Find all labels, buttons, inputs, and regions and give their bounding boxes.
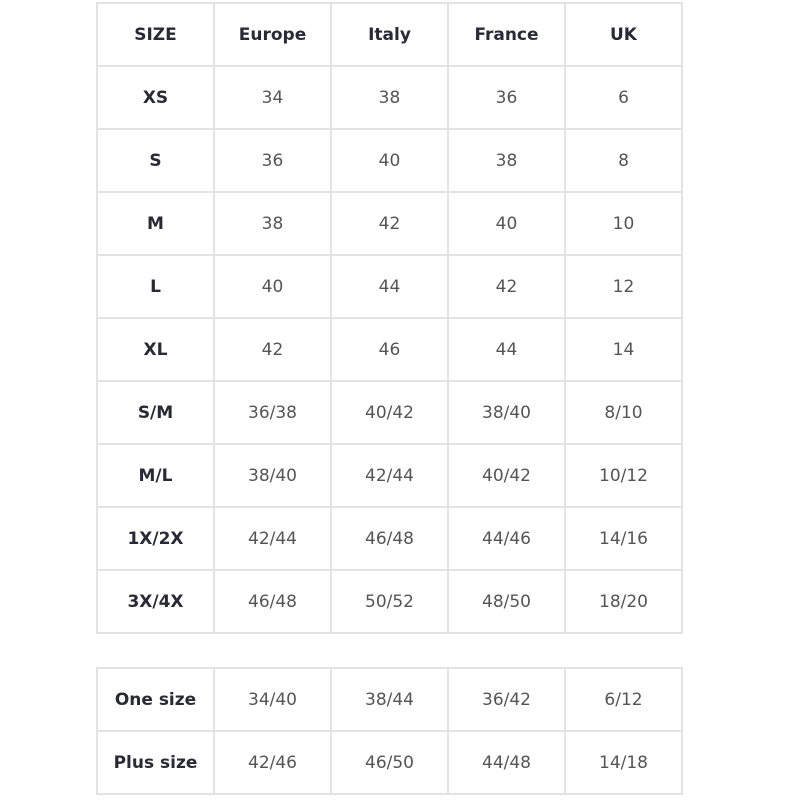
header-row: SIZE Europe Italy France UK: [96, 2, 683, 67]
size-value-cell: 14/16: [564, 506, 683, 571]
size-value-cell: 40: [330, 128, 449, 193]
size-value-cell: 44: [330, 254, 449, 319]
column-header: UK: [564, 2, 683, 67]
size-value-cell: 44/46: [447, 506, 566, 571]
size-value-cell: 36/42: [447, 667, 566, 732]
table-row: S/M 36/38 40/42 38/40 8/10: [96, 380, 683, 445]
size-value-cell: 38: [447, 128, 566, 193]
size-value-cell: 36: [213, 128, 332, 193]
size-value-cell: 42: [447, 254, 566, 319]
size-value-cell: 46/50: [330, 730, 449, 795]
table-row: XL 42 46 44 14: [96, 317, 683, 382]
table-row: L 40 44 42 12: [96, 254, 683, 319]
size-label-cell: S: [96, 128, 215, 193]
size-value-cell: 10/12: [564, 443, 683, 508]
size-conversion-table: SIZE Europe Italy France UK XS 34 38 36 6 S 36 40 38 8…: [96, 2, 683, 634]
special-sizes-table: One size 34/40 38/44 36/42 6/12 Plus size 42/4…: [96, 667, 683, 795]
size-value-cell: 6/12: [564, 667, 683, 732]
column-header: Europe: [213, 2, 332, 67]
size-value-cell: 42: [330, 191, 449, 256]
size-value-cell: 50/52: [330, 569, 449, 634]
size-value-cell: 48/50: [447, 569, 566, 634]
size-value-cell: 40: [213, 254, 332, 319]
size-value-cell: 38/44: [330, 667, 449, 732]
size-value-cell: 10: [564, 191, 683, 256]
size-value-cell: 18/20: [564, 569, 683, 634]
size-label-cell: XS: [96, 65, 215, 130]
table-row: M 38 42 40 10: [96, 191, 683, 256]
size-label-cell: S/M: [96, 380, 215, 445]
size-value-cell: 38: [213, 191, 332, 256]
size-value-cell: 42/46: [213, 730, 332, 795]
size-value-cell: 36/38: [213, 380, 332, 445]
size-value-cell: 6: [564, 65, 683, 130]
table-row: 1X/2X 42/44 46/48 44/46 14/16: [96, 506, 683, 571]
size-value-cell: 46: [330, 317, 449, 382]
size-value-cell: 8/10: [564, 380, 683, 445]
size-value-cell: 46/48: [213, 569, 332, 634]
size-value-cell: 12: [564, 254, 683, 319]
size-value-cell: 14/18: [564, 730, 683, 795]
size-value-cell: 34: [213, 65, 332, 130]
size-label-cell: One size: [96, 667, 215, 732]
size-label-cell: M/L: [96, 443, 215, 508]
size-value-cell: 36: [447, 65, 566, 130]
size-value-cell: 38/40: [447, 380, 566, 445]
size-value-cell: 40/42: [447, 443, 566, 508]
size-value-cell: 14: [564, 317, 683, 382]
column-header: France: [447, 2, 566, 67]
size-value-cell: 38: [330, 65, 449, 130]
column-header: Italy: [330, 2, 449, 67]
size-value-cell: 38/40: [213, 443, 332, 508]
size-value-cell: 44: [447, 317, 566, 382]
column-header: SIZE: [96, 2, 215, 67]
size-label-cell: XL: [96, 317, 215, 382]
size-value-cell: 46/48: [330, 506, 449, 571]
size-value-cell: 8: [564, 128, 683, 193]
table-row: M/L 38/40 42/44 40/42 10/12: [96, 443, 683, 508]
size-label-cell: M: [96, 191, 215, 256]
table-row: One size 34/40 38/44 36/42 6/12: [96, 667, 683, 732]
size-value-cell: 42/44: [330, 443, 449, 508]
table-row: 3X/4X 46/48 50/52 48/50 18/20: [96, 569, 683, 634]
table-row: S 36 40 38 8: [96, 128, 683, 193]
size-value-cell: 34/40: [213, 667, 332, 732]
size-label-cell: Plus size: [96, 730, 215, 795]
size-value-cell: 42: [213, 317, 332, 382]
size-label-cell: L: [96, 254, 215, 319]
size-label-cell: 1X/2X: [96, 506, 215, 571]
table-row: XS 34 38 36 6: [96, 65, 683, 130]
size-label-cell: 3X/4X: [96, 569, 215, 634]
size-value-cell: 44/48: [447, 730, 566, 795]
table-row: Plus size 42/46 46/50 44/48 14/18: [96, 730, 683, 795]
size-value-cell: 42/44: [213, 506, 332, 571]
size-value-cell: 40/42: [330, 380, 449, 445]
size-value-cell: 40: [447, 191, 566, 256]
